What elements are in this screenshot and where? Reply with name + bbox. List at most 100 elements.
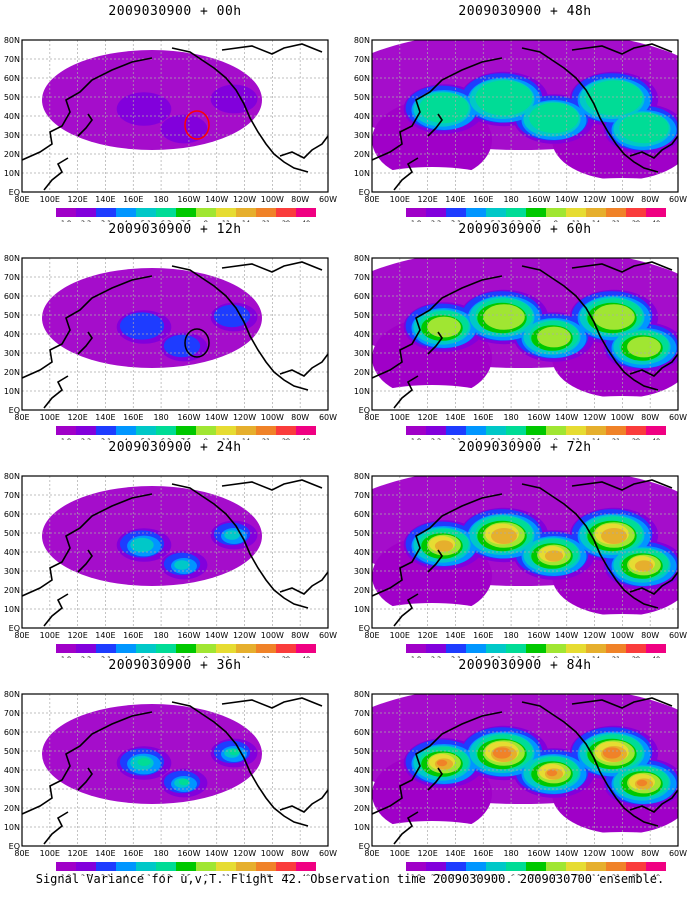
map-panel-p36: 2009030900 + 36h 80N 70N 60N 50N 40N 30N 20N 10N… <box>0 654 350 876</box>
colorbar-swatch <box>136 862 156 871</box>
graticule <box>372 694 678 846</box>
colorbar-swatch <box>566 426 586 435</box>
colorbar-swatch <box>96 426 116 435</box>
lat-tick-label: EQ <box>359 188 370 197</box>
map-frame <box>21 39 329 193</box>
variance-field <box>372 694 678 846</box>
colorbar-swatch <box>216 426 236 435</box>
colorbar-swatch <box>466 862 486 871</box>
lon-tick-label: 140W <box>205 413 228 422</box>
lat-tick-label: EQ <box>9 842 20 851</box>
lon-tick-label: 80E <box>364 631 379 640</box>
lat-tick-label: 60N <box>4 728 20 737</box>
colorbar-swatch <box>236 862 256 871</box>
lon-tick-label: 60W <box>669 413 687 422</box>
lon-tick-label: 160E <box>473 195 493 204</box>
variance-contour <box>529 102 579 134</box>
lon-tick-label: 100W <box>611 195 634 204</box>
lat-tick-label: 50N <box>4 529 20 538</box>
colorbar-label: 3.1 <box>101 655 111 658</box>
lon-tick-label: 100W <box>261 413 284 422</box>
colorbar-swatch <box>586 208 606 217</box>
colorbar-label: 9 <box>204 873 208 876</box>
lat-tick-label: 40N <box>4 548 20 557</box>
colorbar-swatch <box>606 644 626 653</box>
colorbar-swatch <box>566 862 586 871</box>
lon-tick-label: 120W <box>583 631 606 640</box>
lon-tick-label: 160W <box>527 849 550 858</box>
lat-tick-label: 10N <box>4 823 20 832</box>
colorbar-swatch <box>176 426 196 435</box>
lat-tick-label: 40N <box>4 330 20 339</box>
colorbar-label: 3.1 <box>451 219 461 222</box>
colorbar-swatch <box>76 426 96 435</box>
colorbar-label: 2.2 <box>81 219 91 222</box>
colorbar-swatch <box>446 426 466 435</box>
lat-tick-label: 60N <box>354 292 370 301</box>
variance-contour <box>601 528 627 544</box>
figure-caption: Signal Variance for u,v,T. Flight 42. Ob… <box>35 872 665 886</box>
map-panel-p84: 2009030900 + 84h 80N 70N 60N 50N 40N 30N 20N 10N… <box>350 654 700 876</box>
graticule <box>22 476 328 628</box>
colorbar-label: 9 <box>554 873 558 876</box>
lon-tick-label: 120W <box>233 413 256 422</box>
colorbar-swatch <box>546 426 566 435</box>
colorbar-label: 4 <box>474 437 478 440</box>
lat-tick-label: 10N <box>354 823 370 832</box>
coastline <box>21 479 329 627</box>
panel-date: 2009030900 <box>108 222 192 237</box>
colorbar-swatch <box>76 862 96 871</box>
lon-tick-label: 140W <box>555 631 578 640</box>
colorbar-swatch <box>56 208 76 217</box>
lat-tick-label: 50N <box>4 747 20 756</box>
colorbar-label: 9 <box>204 437 208 440</box>
lon-tick-label: 100E <box>390 413 410 422</box>
variance-field <box>372 40 678 192</box>
map-panel-p12: 2009030900 + 12h 80N 70N 60N 50N 40N 30N 20N 10N… <box>0 218 350 440</box>
lon-tick-label: 80E <box>14 413 29 422</box>
lat-tick-label: 40N <box>4 112 20 121</box>
panel-date: 2009030900 <box>458 4 542 19</box>
colorbar-label: 21 <box>612 655 620 658</box>
lon-tick-label: 160W <box>527 413 550 422</box>
lon-tick-label: 160W <box>177 195 200 204</box>
colorbar-label: 14 <box>242 437 250 440</box>
lon-tick-label: 100E <box>40 195 60 204</box>
colorbar-label: 5.1 <box>141 437 151 440</box>
colorbar-label: 29 <box>282 655 290 658</box>
lat-tick-label: 70N <box>354 709 370 718</box>
colorbar-swatch <box>136 426 156 435</box>
colorbar-swatch <box>406 208 426 217</box>
lat-tick-label: 30N <box>354 785 370 794</box>
lon-tick-label: 60W <box>319 849 337 858</box>
colorbar-swatch <box>606 426 626 435</box>
colorbar-label: 40 <box>652 873 660 876</box>
colorbar-swatch <box>646 208 666 217</box>
colorbar-swatch <box>486 644 506 653</box>
colorbar-label: 9 <box>554 219 558 222</box>
colorbar-swatch <box>546 862 566 871</box>
lat-tick-label: 60N <box>354 728 370 737</box>
coastline <box>371 697 679 845</box>
lon-tick-label: 80W <box>291 413 309 422</box>
lon-tick-label: 160W <box>177 631 200 640</box>
lat-tick-label: 20N <box>354 368 370 377</box>
colorbar-swatch <box>276 208 296 217</box>
lat-tick-label: 20N <box>4 150 20 159</box>
colorbar-label: 3.1 <box>101 219 111 222</box>
coastline <box>371 43 679 191</box>
colorbar-label: 21 <box>612 437 620 440</box>
colorbar-label: 29 <box>632 873 640 876</box>
colorbar-label: 6.3 <box>161 437 171 440</box>
colorbar-swatch <box>256 426 276 435</box>
lat-tick-label: 30N <box>354 349 370 358</box>
variance-contour <box>627 336 661 358</box>
colorbar-swatch <box>626 644 646 653</box>
lon-tick-label: 140E <box>445 195 465 204</box>
lat-tick-label: 30N <box>4 131 20 140</box>
lon-tick-label: 80E <box>14 631 29 640</box>
panel-date: 2009030900 <box>108 4 192 19</box>
colorbar-label: 5.1 <box>141 655 151 658</box>
variance-field <box>22 40 328 192</box>
lon-tick-label: 160W <box>177 849 200 858</box>
